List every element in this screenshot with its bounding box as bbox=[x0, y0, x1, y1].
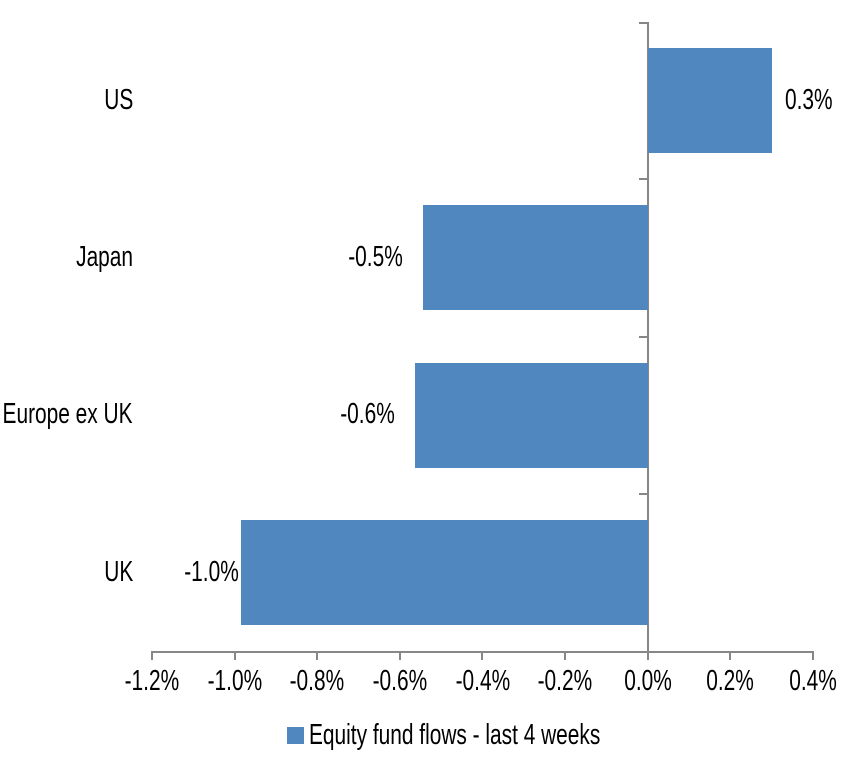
data-label-text: -0.6% bbox=[340, 398, 396, 431]
value-axis-tick bbox=[481, 651, 484, 660]
value-axis-tick bbox=[150, 651, 153, 660]
value-axis-tick bbox=[646, 651, 649, 660]
value-axis-tick bbox=[316, 651, 319, 660]
category-axis-tick bbox=[638, 492, 649, 495]
category-label-text: Europe ex UK bbox=[3, 398, 133, 431]
value-axis-tick bbox=[564, 651, 567, 660]
value-axis-tick bbox=[398, 651, 401, 660]
category-axis-tick bbox=[638, 22, 649, 24]
value-axis-tick-label-text: -0.6% bbox=[372, 665, 428, 698]
value-axis-tick-label-text: -1.2% bbox=[124, 665, 180, 698]
bar-europe-ex-uk bbox=[415, 362, 648, 468]
category-axis-tick bbox=[638, 178, 649, 181]
category-axis-tick bbox=[638, 335, 649, 338]
data-label-text: 0.3% bbox=[785, 83, 833, 116]
bar-japan bbox=[422, 205, 648, 311]
value-axis-tick-label-text: 0.0% bbox=[623, 665, 672, 698]
legend-color-swatch bbox=[287, 727, 304, 744]
category-label-text: Japan bbox=[76, 241, 133, 273]
value-axis-tick bbox=[729, 651, 732, 660]
bar-us bbox=[647, 48, 773, 154]
category-label-text: US bbox=[103, 83, 133, 116]
category-label-text: UK bbox=[103, 555, 133, 588]
value-axis-tick-label-text: -0.4% bbox=[455, 665, 510, 698]
value-axis-tick bbox=[233, 651, 236, 660]
data-label-text: -1.0% bbox=[184, 555, 240, 588]
value-axis-tick-label-text: -0.8% bbox=[289, 665, 345, 698]
value-axis-tick-label-text: -0.2% bbox=[537, 665, 593, 698]
value-axis-tick bbox=[811, 651, 814, 660]
bar-uk bbox=[241, 520, 648, 626]
value-axis-tick-label-text: 0.4% bbox=[789, 665, 837, 698]
legend-label: Equity fund flows - last 4 weeks bbox=[309, 719, 601, 752]
value-axis-tick-label-text: -1.0% bbox=[207, 665, 262, 698]
value-axis-tick-label-text: 0.2% bbox=[706, 665, 755, 698]
data-label-text: -0.5% bbox=[348, 241, 403, 273]
